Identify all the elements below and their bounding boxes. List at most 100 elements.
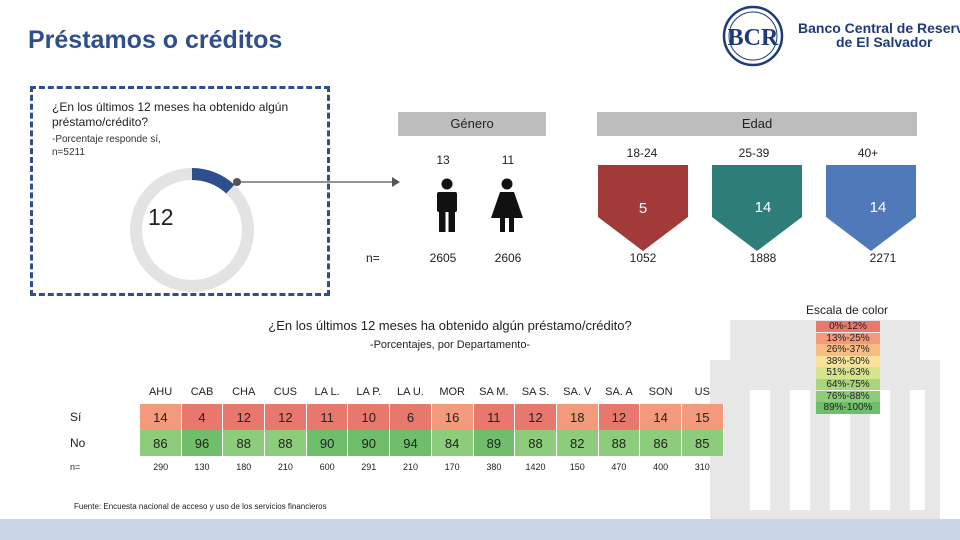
heatmap-cell: 86 xyxy=(639,430,682,456)
heatmap-cell: 18 xyxy=(556,404,599,430)
row-label: Sí xyxy=(70,410,82,424)
heatmap-cell: 89 xyxy=(473,430,516,456)
gender-n-male: 2605 xyxy=(429,251,457,265)
heatmap-cell: 10 xyxy=(347,404,391,430)
heatmap-cell: 88 xyxy=(514,430,557,456)
color-scale-bin: 13%-25% xyxy=(816,332,880,344)
female-icon xyxy=(491,178,523,232)
dept-header: SA S. xyxy=(521,386,550,398)
age-label-25-39: 25-39 xyxy=(738,146,770,160)
logo-name-line2: de El Salvador xyxy=(836,34,933,50)
dept-header: LA L. xyxy=(314,386,340,398)
gender-value-female: 11 xyxy=(501,153,515,167)
donut-center-value: 12 xyxy=(148,204,174,230)
color-scale-title: Escala de color xyxy=(806,303,889,317)
color-scale-bin: 64%-75% xyxy=(816,379,880,391)
dept-n-value: 600 xyxy=(319,462,335,472)
heatmap-cell: 88 xyxy=(222,430,266,456)
department-table: AHU CAB CHA CUS LA L. LA P. LA U. MOR SA M. SA S.… xyxy=(70,380,724,478)
dept-n-value: 130 xyxy=(194,462,210,472)
bottom-bar xyxy=(0,519,960,540)
color-scale-bin: 89%-100% xyxy=(816,402,880,414)
dept-n-value: 470 xyxy=(611,462,627,472)
heatmap-cell: 12 xyxy=(598,404,641,430)
dept-header: CUS xyxy=(273,386,298,398)
table-row: Sí 14 4 12 12 11 10 6 16 11 12 18 12 14 15 xyxy=(70,404,724,430)
dept-header: AHU xyxy=(148,386,173,398)
row-label: No xyxy=(70,436,86,450)
dept-n-value: 170 xyxy=(444,462,460,472)
heatmap-cell: 86 xyxy=(140,430,182,456)
age-shape-25-39 xyxy=(712,165,802,251)
heatmap-cell: 90 xyxy=(306,430,349,456)
heatmap-cell: 90 xyxy=(347,430,391,456)
bcr-seal-logo: BCR xyxy=(722,5,784,67)
age-n-25-39: 1888 xyxy=(749,251,777,265)
heatmap-cell: 4 xyxy=(181,404,224,430)
heatmap-cell: 14 xyxy=(639,404,682,430)
color-scale-bin: 38%-50% xyxy=(816,355,880,368)
gender-header: Género xyxy=(398,112,546,136)
dept-header: US xyxy=(694,386,710,398)
heatmap-cell: 96 xyxy=(181,430,224,456)
heatmap-cell: 15 xyxy=(681,404,724,430)
donut-slice-si xyxy=(191,168,235,194)
heatmap-cell: 82 xyxy=(556,430,599,456)
heatmap-cell: 84 xyxy=(431,430,474,456)
color-scale-bin: 0%-12% xyxy=(816,321,880,333)
heatmap-cell: 88 xyxy=(264,430,307,456)
dept-n-value: 380 xyxy=(486,462,502,472)
heatmap-cell: 94 xyxy=(389,430,432,456)
color-scale-bin: 51%-63% xyxy=(816,367,880,379)
connector-arrow xyxy=(233,177,400,187)
dept-header: SA. A xyxy=(605,386,633,398)
age-shape-40-plus xyxy=(826,165,916,251)
logo-name-line1: Banco Central de Reserva xyxy=(798,20,960,36)
heatmap-cell: 16 xyxy=(431,404,474,430)
age-label-18-24: 18-24 xyxy=(626,146,658,160)
question-subtitle: -Porcentaje responde sí, n=5211 xyxy=(52,133,202,159)
question-n-label: n=5211 xyxy=(52,147,85,158)
age-value-40-plus: 14 xyxy=(869,199,887,216)
heatmap-cell: 6 xyxy=(389,404,432,430)
age-shape-18-24 xyxy=(598,165,688,251)
question-text: ¿En los últimos 12 meses ha obtenido alg… xyxy=(52,100,289,129)
question-box xyxy=(30,86,330,296)
department-question-title: ¿En los últimos 12 meses ha obtenido alg… xyxy=(268,318,632,333)
question-subtitle-line: -Porcentaje responde sí, xyxy=(52,134,161,145)
dept-header: CAB xyxy=(190,386,214,398)
svg-text:BCR: BCR xyxy=(728,25,779,51)
age-value-25-39: 14 xyxy=(754,199,772,216)
dept-header: SON xyxy=(648,386,673,398)
n-row-label: n= xyxy=(70,462,81,472)
dept-n-value: 180 xyxy=(236,462,252,472)
heatmap-cell: 12 xyxy=(514,404,557,430)
header-blank xyxy=(70,380,140,398)
page-title: Préstamos o créditos xyxy=(28,26,283,54)
heatmap-cell: 85 xyxy=(681,430,724,456)
donut-chart xyxy=(130,168,254,292)
age-n-18-24: 1052 xyxy=(629,251,657,265)
dept-n-value: 210 xyxy=(402,462,418,472)
color-scale-bin: 26%-37% xyxy=(816,344,880,356)
dept-header: SA. V xyxy=(563,386,592,398)
dept-header: LA P. xyxy=(356,386,382,398)
age-value-18-24: 5 xyxy=(638,200,648,217)
dept-n-value: 400 xyxy=(653,462,669,472)
dept-header: LA U. xyxy=(397,386,424,398)
age-n-40-plus: 2271 xyxy=(869,251,897,265)
source-note: Fuente: Encuesta nacional de acceso y us… xyxy=(74,502,327,511)
heatmap-cell: 12 xyxy=(222,404,266,430)
dept-n-value: 291 xyxy=(361,462,377,472)
n-prefix-label: n= xyxy=(366,251,380,265)
dept-n-value: 310 xyxy=(694,462,710,472)
age-header: Edad xyxy=(597,112,917,136)
color-scale-bin: 76%-88% xyxy=(816,390,880,402)
gender-n-female: 2606 xyxy=(494,251,522,265)
dept-n-value: 210 xyxy=(277,462,293,472)
male-icon xyxy=(437,178,457,232)
dept-n-value: 290 xyxy=(153,462,169,472)
heatmap-cell: 12 xyxy=(264,404,307,430)
dept-n-value: 150 xyxy=(569,462,585,472)
heatmap-cell: 11 xyxy=(473,404,516,430)
